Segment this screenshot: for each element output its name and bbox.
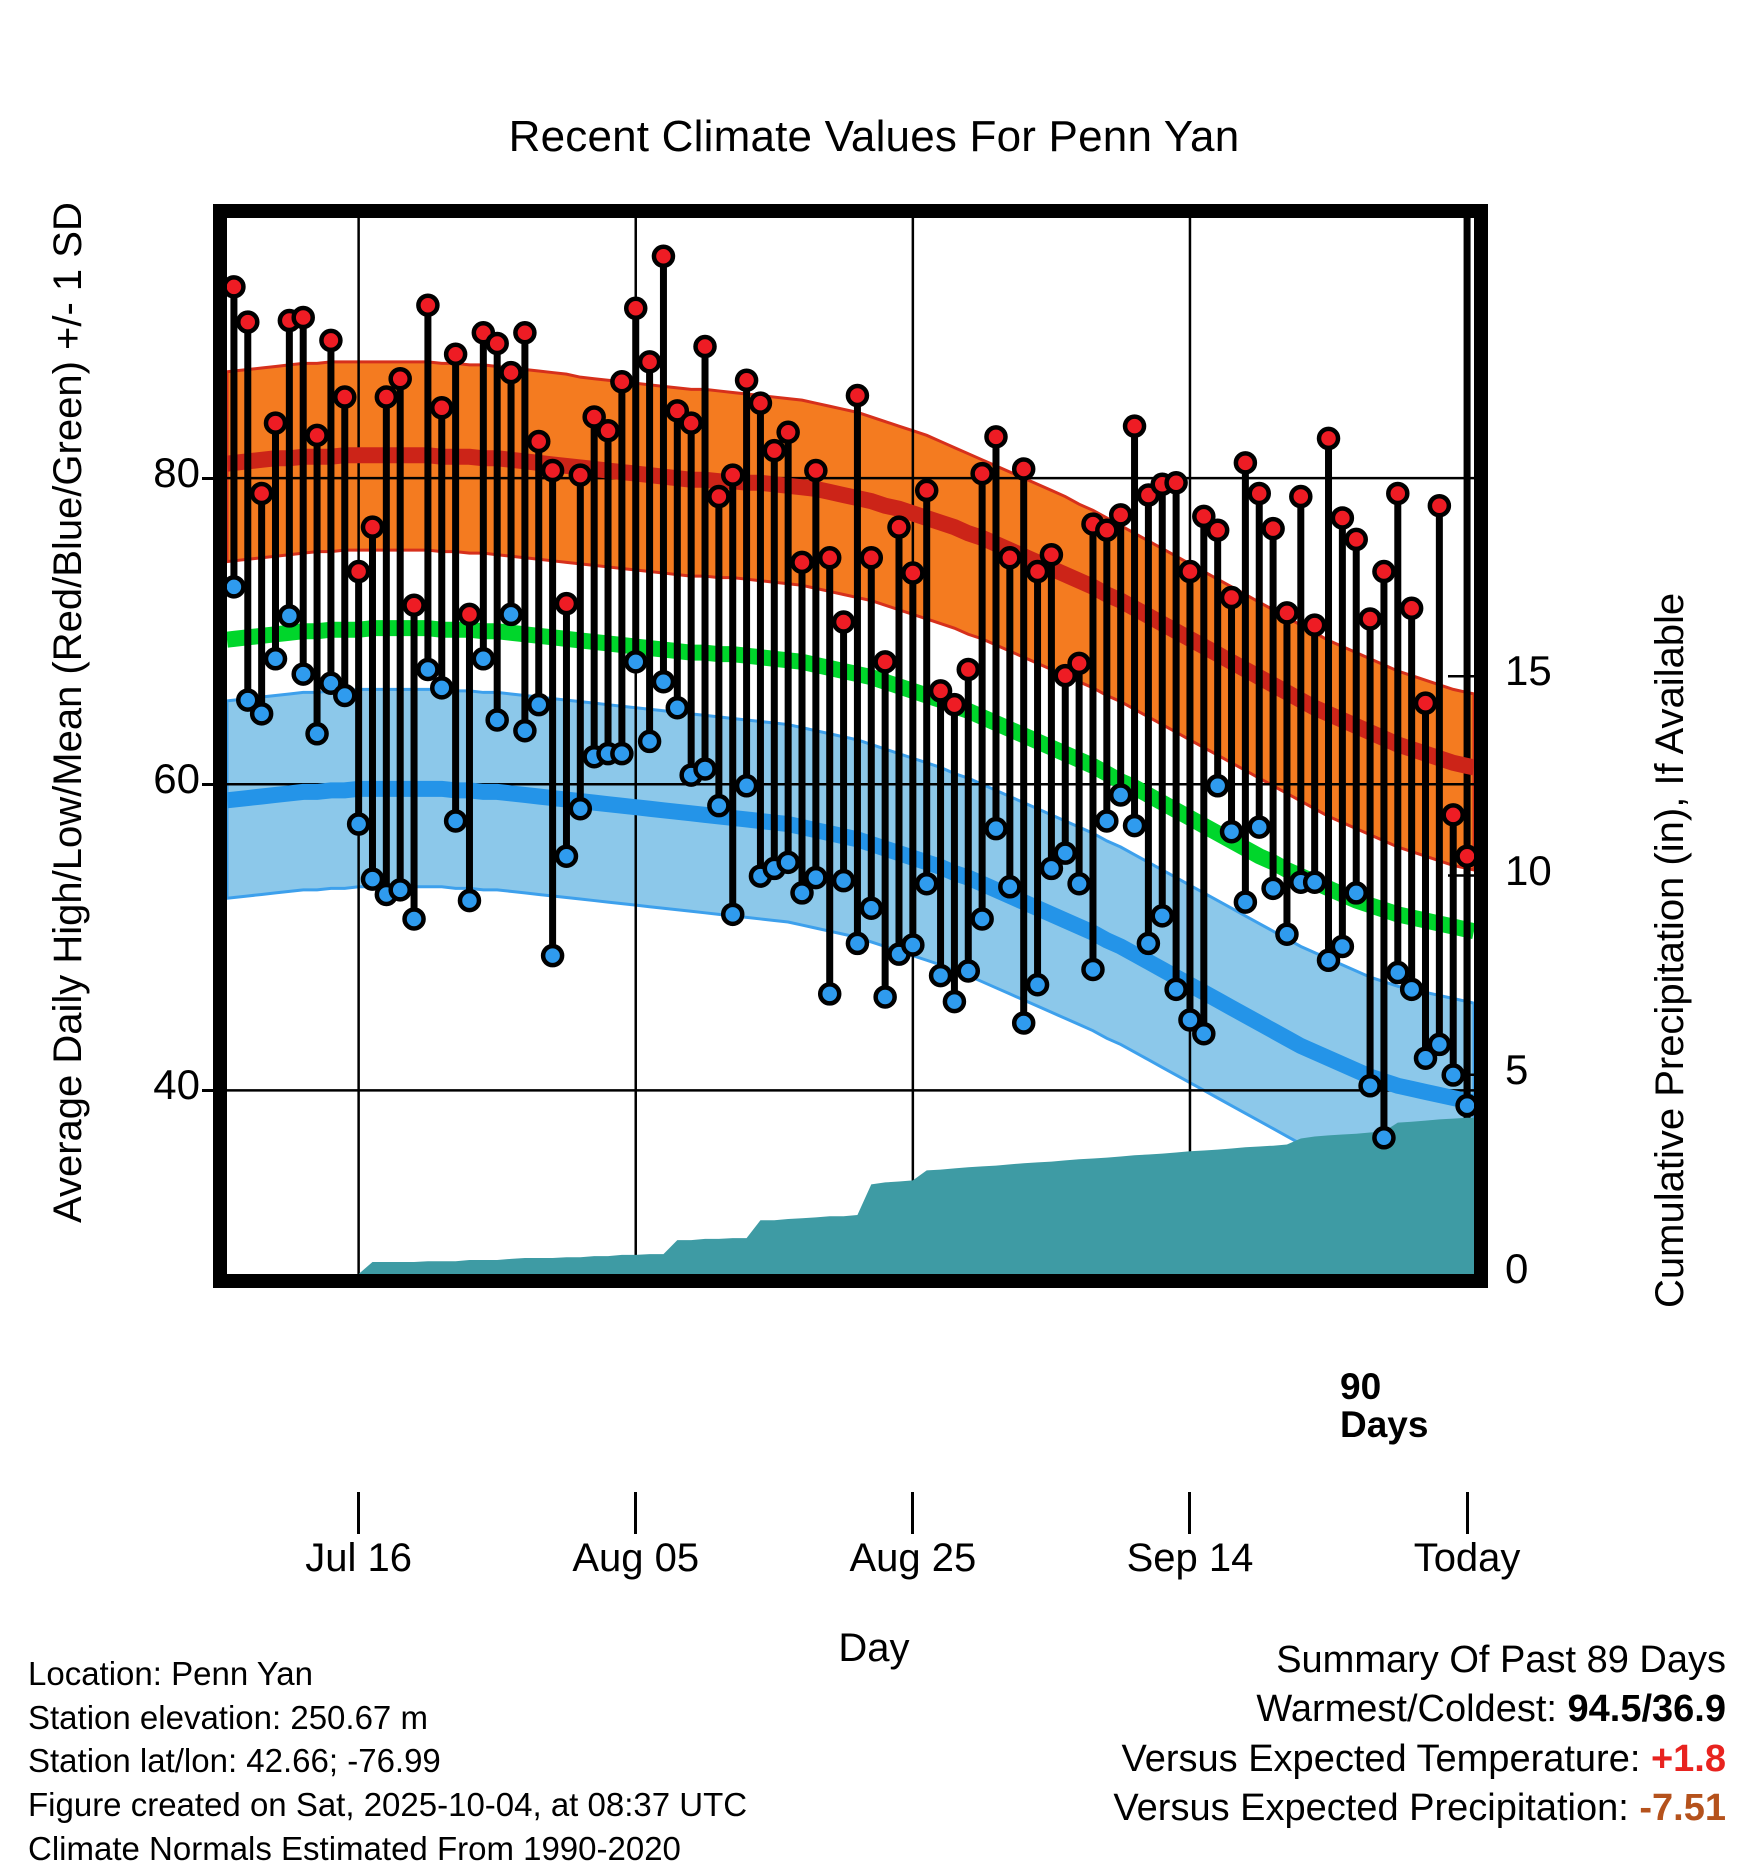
- days-annotation: 90 Days: [1340, 1368, 1428, 1443]
- x-tick-mark: [634, 1492, 638, 1534]
- summary-panel: Summary Of Past 89 Days Warmest/Coldest:…: [1113, 1636, 1726, 1834]
- days-annotation-line2: Days: [1340, 1403, 1429, 1445]
- y-tick-label-right: 5: [1505, 1045, 1529, 1093]
- warmest-coldest-label: Warmest/Coldest:: [1256, 1688, 1557, 1731]
- climate-chart-svg: [227, 218, 1474, 1274]
- y-tick-label-left: 60: [153, 755, 200, 803]
- summary-warmest-coldest: Warmest/Coldest: 94.5/36.9: [1113, 1685, 1726, 1734]
- x-tick-mark: [357, 1492, 361, 1534]
- summary-precip-delta: Versus Expected Precipitation: -7.51: [1113, 1784, 1726, 1833]
- chart-title: Recent Climate Values For Penn Yan: [508, 112, 1240, 161]
- y-axis-left-ticks: 40 60 80: [60, 0, 224, 1828]
- warmest-coldest-value: 94.5/36.9: [1567, 1688, 1726, 1731]
- footer-elevation: Station elevation: 250.67 m: [28, 1698, 428, 1736]
- y-axis-right-ticks: 0 5 10 15: [1505, 0, 1625, 1828]
- y-tick-label-left: 80: [153, 449, 200, 497]
- plot-area: [213, 204, 1488, 1288]
- x-tick-label: Aug 25: [849, 1536, 977, 1580]
- footer-created: Figure created on Sat, 2025-10-04, at 08…: [28, 1786, 748, 1824]
- footer-latlon: Station lat/lon: 42.66; -76.99: [28, 1742, 441, 1780]
- x-tick-mark: [1465, 1492, 1469, 1534]
- days-annotation-line1: 90: [1340, 1366, 1382, 1407]
- y-axis-right-title: Cumulative Precipitation (in), If Availa…: [1648, 592, 1692, 1308]
- footer-location: Location: Penn Yan: [28, 1655, 314, 1692]
- x-axis-ticks: Jul 16 Aug 05 Aug 25 Sep 14 Today: [0, 1492, 1748, 1596]
- x-tick-mark: [1188, 1492, 1192, 1534]
- y-tick-label-right: 15: [1505, 647, 1552, 695]
- x-axis-title: Day: [838, 1626, 910, 1670]
- temp-delta-value: +1.8: [1650, 1737, 1726, 1780]
- summary-title: Summary Of Past 89 Days: [1276, 1639, 1726, 1681]
- footer-normals: Climate Normals Estimated From 1990-2020: [28, 1829, 681, 1867]
- precip-delta-value: -7.51: [1639, 1787, 1726, 1830]
- plot-inner: [227, 218, 1474, 1274]
- x-tick-label: Sep 14: [1126, 1536, 1254, 1580]
- precip-delta-label: Versus Expected Precipitation:: [1113, 1787, 1629, 1830]
- y-tick-label-left: 40: [153, 1061, 200, 1109]
- summary-temp-delta: Versus Expected Temperature: +1.8: [1113, 1735, 1726, 1784]
- temp-delta-label: Versus Expected Temperature:: [1121, 1737, 1641, 1780]
- y-tick-label-right: 10: [1505, 846, 1552, 894]
- y-tick-label-right: 0: [1505, 1245, 1529, 1292]
- x-tick-label: Jul 16: [305, 1536, 412, 1580]
- footer-left: Location: Penn Yan Station elevation: 25…: [28, 1652, 747, 1871]
- x-tick-mark: [911, 1492, 915, 1534]
- x-tick-label: Today: [1413, 1536, 1521, 1580]
- x-tick-label: Aug 05: [572, 1536, 700, 1580]
